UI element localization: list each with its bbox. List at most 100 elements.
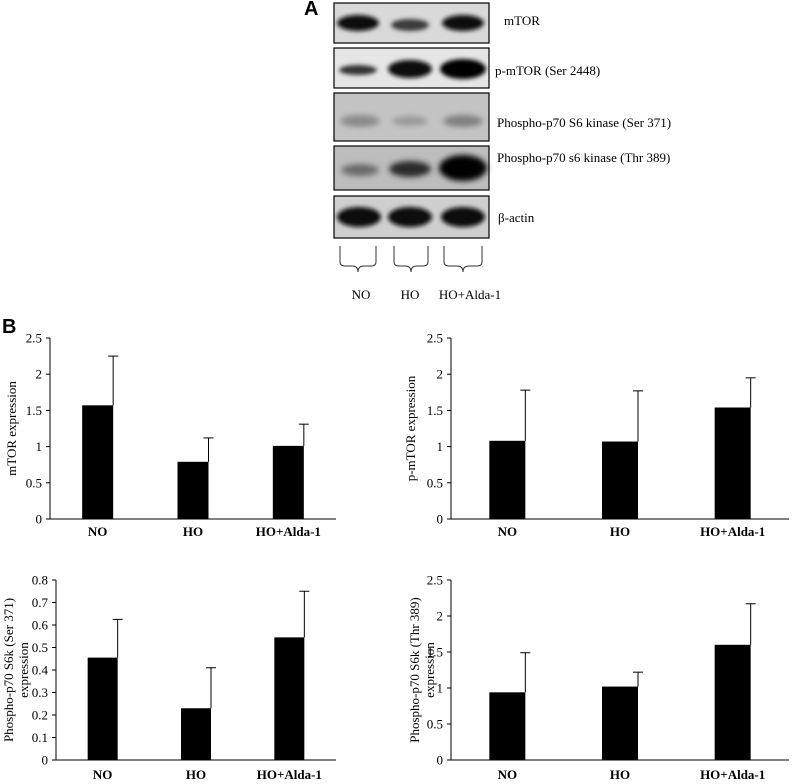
y-tick-label: 0.1 xyxy=(32,730,48,745)
y-tick-label: 1 xyxy=(36,439,43,454)
x-tick-label: NO xyxy=(93,767,113,782)
y-tick-label: 0.5 xyxy=(427,717,443,732)
error-bar xyxy=(520,652,531,693)
bar xyxy=(272,445,304,519)
lane-braces xyxy=(339,246,483,273)
y-tick-label: 2 xyxy=(437,609,444,624)
x-tick-label: HO+Alda-1 xyxy=(700,524,765,539)
y-axis-label: expression xyxy=(422,642,437,698)
bar xyxy=(274,637,305,760)
error-bar xyxy=(745,603,756,645)
y-tick-label: 2.5 xyxy=(427,573,443,588)
bar xyxy=(181,708,211,760)
blot-strip-mtor xyxy=(333,2,490,44)
band xyxy=(388,207,432,227)
band xyxy=(443,115,483,127)
band xyxy=(388,60,432,78)
band xyxy=(340,115,380,127)
band xyxy=(337,207,381,227)
y-tick-label: 0 xyxy=(36,512,43,527)
lane-brace xyxy=(443,246,483,273)
x-tick-label: NO xyxy=(88,524,108,539)
y-tick-label: 2.5 xyxy=(427,331,443,346)
lane-label-ho: HO xyxy=(401,287,420,302)
y-tick-label: 1.5 xyxy=(26,403,42,418)
error-bar xyxy=(206,667,216,709)
y-tick-label: 0.2 xyxy=(32,708,48,723)
band xyxy=(389,161,431,177)
error-bar xyxy=(633,390,643,442)
y-tick-label: 0 xyxy=(437,753,444,768)
band xyxy=(440,59,486,79)
bar xyxy=(602,441,638,519)
western-blot-panel: mTOR p-mTOR (Ser 2448) Phospho-p70 S6 ki… xyxy=(333,2,671,302)
y-tick-label: 2 xyxy=(36,367,43,382)
y-tick-label: 1 xyxy=(437,681,444,696)
bar xyxy=(87,657,118,760)
y-tick-label: 2 xyxy=(437,367,444,382)
bar xyxy=(714,407,751,519)
band xyxy=(337,15,379,31)
x-tick-label: HO+Alda-1 xyxy=(256,524,321,539)
lane-label-ho-alda1: HO+Alda-1 xyxy=(439,287,501,302)
error-bar xyxy=(203,437,214,462)
blot-strip-p70-ser371 xyxy=(333,92,490,142)
lane-brace xyxy=(393,246,429,273)
band xyxy=(392,116,428,126)
panel-label-a: A xyxy=(304,0,319,20)
chart-mtor-expression: 0 0.5 1 1.5 2 2.5 mTOR expression NO HO HO+Alda-1 xyxy=(4,331,336,539)
y-axis-label: Phospho-p70 S6k (Thr 389) xyxy=(407,597,422,743)
bar xyxy=(177,461,209,519)
y-axis-label: p-mTOR expression xyxy=(403,375,418,481)
y-tick-label: 0.5 xyxy=(26,475,42,490)
error-bar xyxy=(112,618,123,658)
blot-strip-p70-thr389 xyxy=(333,145,490,191)
y-tick-label: 1.5 xyxy=(427,403,443,418)
chart-p-mtor-expression: 0 0.5 1 1.5 2 2.5 p-mTOR expression NO HO HO+Alda… xyxy=(403,331,789,539)
x-tick-label: HO+Alda-1 xyxy=(257,767,322,782)
blot-strip-beta-actin xyxy=(333,195,490,239)
band xyxy=(442,15,484,31)
y-tick-label: 0 xyxy=(42,753,49,768)
error-bar xyxy=(298,423,309,446)
x-tick-label: HO xyxy=(610,524,630,539)
blot-label-p70-thr389: Phospho-p70 s6 kinase (Thr 389) xyxy=(497,150,670,165)
band xyxy=(339,65,377,75)
error-bar xyxy=(745,377,756,408)
x-tick-label: NO xyxy=(498,767,517,782)
x-tick-label: HO xyxy=(183,524,203,539)
lane-label-no: NO xyxy=(352,287,371,302)
y-tick-label: 0 xyxy=(437,512,444,527)
y-axis-label: Phospho-p70 S6k (Ser 371) xyxy=(1,598,16,742)
band xyxy=(391,19,429,31)
blot-label-beta-actin: β-actin xyxy=(498,210,535,225)
band xyxy=(341,164,379,176)
bar xyxy=(489,692,526,760)
panel-label-b: B xyxy=(2,316,17,338)
x-tick-label: HO+Alda-1 xyxy=(700,767,765,782)
blot-label-mtor: mTOR xyxy=(504,13,540,28)
bar xyxy=(602,686,638,760)
y-axis-label: mTOR expression xyxy=(4,381,19,476)
error-bar xyxy=(633,671,643,687)
y-tick-label: 1.5 xyxy=(427,645,443,660)
band xyxy=(439,155,487,181)
lane-brace xyxy=(339,246,377,273)
y-tick-label: 0.7 xyxy=(32,595,49,610)
x-tick-label: HO xyxy=(610,767,630,782)
x-tick-label: HO xyxy=(186,767,206,782)
bar xyxy=(82,405,114,519)
error-bar xyxy=(299,590,310,638)
y-tick-label: 0.6 xyxy=(32,618,49,633)
blot-label-p-mtor: p-mTOR (Ser 2448) xyxy=(495,63,600,78)
x-tick-label: NO xyxy=(498,524,517,539)
y-tick-label: 0.5 xyxy=(32,640,48,655)
bar xyxy=(489,440,526,519)
y-tick-label: 0.3 xyxy=(32,685,48,700)
blot-strip-p-mtor xyxy=(333,47,490,89)
chart-p70-thr389-expression: 0 0.5 1 1.5 2 2.5 Phospho-p70 S6k (Thr 389) exp… xyxy=(407,573,789,782)
blot-label-p70-ser371: Phospho-p70 S6 kinase (Ser 371) xyxy=(497,115,671,130)
band xyxy=(441,207,485,227)
error-bar xyxy=(520,389,531,441)
chart-p70-ser371-expression: 0 0.1 0.2 0.3 0.4 0.5 0.6 0.7 0.8 Phospho-p70 S6k… xyxy=(1,573,336,782)
